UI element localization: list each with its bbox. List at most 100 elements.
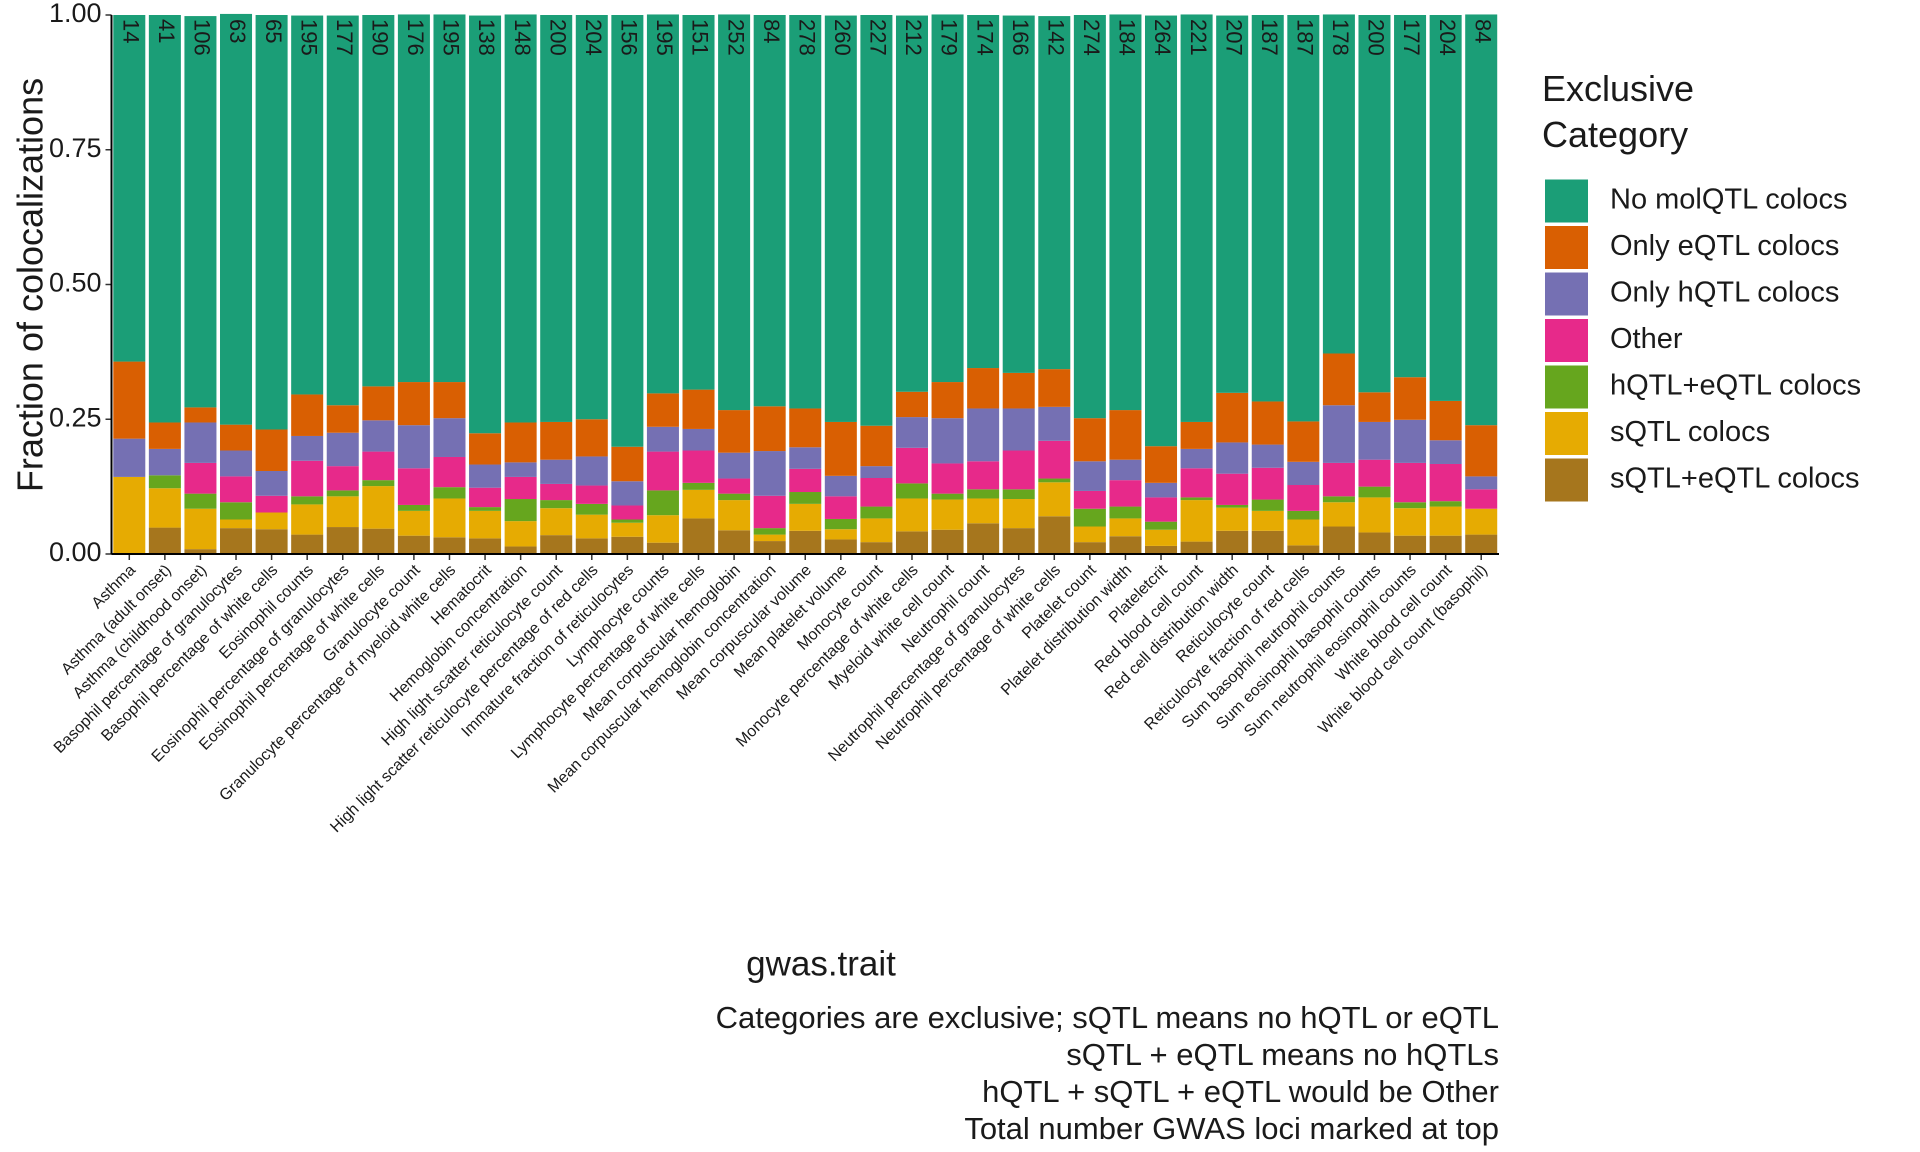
bar-segment	[1251, 401, 1284, 445]
bar-segment	[362, 386, 395, 421]
total-label: 278	[794, 19, 819, 56]
bar-segment	[646, 393, 679, 427]
bar-segment	[1145, 529, 1178, 546]
total-label: 156	[617, 19, 642, 56]
bar-segment	[1358, 459, 1391, 487]
bar-segment	[1358, 532, 1391, 554]
bar-segment	[1465, 534, 1498, 554]
bar-segment	[611, 481, 644, 506]
bar-segment	[184, 493, 217, 509]
bar-segment	[1109, 459, 1142, 481]
bar-segment	[326, 15, 359, 406]
total-label: 142	[1043, 19, 1068, 56]
bar-segment	[1465, 425, 1498, 477]
total-label: 187	[1293, 19, 1318, 56]
total-label: 63	[225, 19, 250, 43]
bar-segment	[611, 15, 644, 447]
y-tick-label: 0.75	[49, 133, 102, 163]
bar-segment	[1145, 15, 1178, 447]
bar-segment	[789, 408, 822, 448]
bar-segment	[469, 15, 502, 434]
bar-segment	[753, 406, 786, 452]
bar-segment	[860, 425, 893, 467]
bar-segment	[1216, 504, 1249, 508]
bar-segment	[220, 424, 253, 451]
total-label: 260	[830, 19, 855, 56]
bar-segment	[1358, 486, 1391, 498]
bar-segment	[1322, 502, 1355, 527]
bar-segment	[362, 15, 395, 387]
bar-segment	[326, 432, 359, 467]
legend-label: Only hQTL colocs	[1610, 277, 1839, 309]
bar-segment	[220, 502, 253, 520]
x-axis-title: gwas.trait	[746, 944, 896, 983]
bar-segment	[291, 15, 324, 395]
total-label: 274	[1079, 19, 1104, 56]
bar-segment	[433, 487, 466, 499]
bar-segment	[753, 451, 786, 496]
bar-segment	[824, 475, 857, 497]
bar-segment	[1322, 14, 1355, 354]
bar-segment	[469, 464, 502, 488]
y-axis-title: Fraction of colocalizations	[10, 78, 51, 492]
bar-segment	[789, 530, 822, 554]
bar-segment	[1287, 15, 1320, 422]
bar-segment	[504, 462, 537, 477]
bar-segment	[753, 528, 786, 535]
y-tick-label: 0.25	[49, 402, 102, 432]
bar-segment	[504, 546, 537, 554]
bar-segment	[1322, 526, 1355, 554]
bar-segment	[753, 541, 786, 554]
bar-segment	[326, 466, 359, 491]
bar-segment	[718, 478, 751, 494]
bar-segment	[575, 538, 608, 554]
bar-segment	[362, 486, 395, 529]
total-label: 148	[510, 19, 535, 56]
bar-segment	[1145, 497, 1178, 522]
bar-segment	[1394, 15, 1427, 378]
bar-segment	[682, 482, 715, 490]
bar-segment	[753, 15, 786, 407]
bar-segment	[1002, 450, 1035, 490]
bar-segment	[931, 382, 964, 419]
bar-segment	[469, 433, 502, 465]
legend-title: Exclusive Category	[1542, 68, 1695, 155]
bar-segment	[1287, 461, 1320, 486]
bar-segment	[646, 426, 679, 452]
bar-segment	[967, 408, 1000, 462]
bar-segment	[291, 534, 324, 554]
total-label: 195	[652, 19, 677, 56]
total-label: 177	[332, 19, 357, 56]
legend-label: Only eQTL colocs	[1610, 230, 1839, 262]
bar-segment	[1465, 14, 1498, 426]
legend-label: Other	[1610, 323, 1683, 355]
total-label: 166	[1008, 19, 1033, 56]
total-label: 41	[154, 19, 179, 43]
total-label: 184	[1115, 19, 1140, 56]
bar-segment	[113, 361, 146, 439]
bar-segment	[1429, 501, 1462, 507]
bar-segment	[824, 421, 857, 476]
bar-segment	[148, 527, 181, 554]
caption: hQTL + sQTL + eQTL would be Other	[982, 1074, 1499, 1109]
bar-segment	[540, 508, 573, 536]
bar-segment	[397, 504, 430, 511]
bar-segment	[1358, 15, 1391, 393]
legend-label: sQTL+eQTL colocs	[1610, 463, 1860, 495]
bar-segment	[789, 15, 822, 409]
bar-segment	[575, 503, 608, 515]
total-label: 14	[118, 19, 143, 43]
bar-segment	[291, 460, 324, 497]
bar-segment	[1145, 446, 1178, 483]
bar-segment	[718, 14, 751, 411]
bar-segment	[1394, 377, 1427, 420]
bar-segment	[1073, 418, 1106, 462]
bar-segment	[1394, 535, 1427, 554]
bar-segment	[575, 419, 608, 457]
bar-segment	[504, 14, 537, 423]
bar-segment	[1322, 462, 1355, 497]
bar-segment	[1002, 489, 1035, 500]
bar-segment	[1145, 521, 1178, 530]
bar-segment	[1002, 408, 1035, 451]
bar-segment	[1073, 526, 1106, 543]
